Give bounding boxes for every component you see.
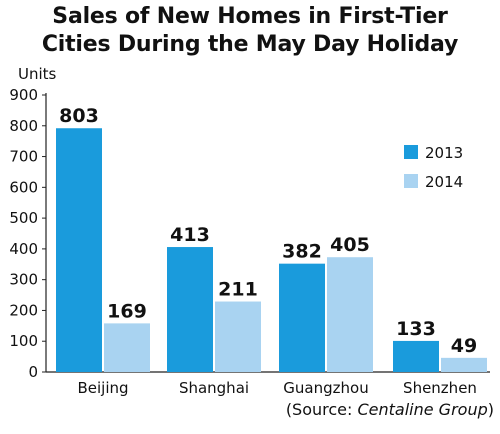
x-category-label: Shenzhen (403, 379, 477, 397)
bar-value-label: 405 (330, 234, 370, 256)
x-category-label: Shanghai (179, 379, 249, 397)
x-category-label: Guangzhou (283, 379, 368, 397)
source-name: Centaline Group (357, 400, 488, 419)
x-category-label: Beijing (77, 379, 128, 397)
y-tick-label: 0 (28, 363, 38, 381)
y-tick-label: 600 (9, 178, 38, 196)
legend-swatch-2014 (404, 174, 418, 188)
bar-value-label: 133 (396, 318, 436, 340)
chart-title-line-2: Cities During the May Day Holiday (41, 32, 459, 57)
y-tick-label: 300 (9, 271, 38, 289)
bar-value-label: 211 (218, 279, 258, 301)
bar-2014-shenzhen (441, 357, 487, 372)
y-tick-label: 400 (9, 240, 38, 258)
bar-2014-beijing (104, 323, 150, 372)
bar-value-label: 169 (107, 300, 147, 322)
bar-2014-guangzhou (327, 257, 373, 372)
source-suffix: ) (487, 400, 494, 419)
y-tick-label: 700 (9, 148, 38, 166)
bar-value-label: 49 (451, 335, 477, 357)
bar-2014-shanghai (215, 301, 261, 372)
legend-swatch-2013 (404, 145, 418, 159)
bar-value-label: 382 (282, 241, 322, 263)
legend-label: 2013 (425, 144, 463, 162)
bar-2013-beijing (56, 128, 102, 372)
bar-2013-guangzhou (279, 263, 325, 372)
bar-2013-shanghai (167, 247, 213, 372)
chart-title-line-1: Sales of New Homes in First-Tier (52, 4, 448, 29)
legend-label: 2014 (425, 173, 463, 191)
bar-2013-shenzhen (393, 340, 439, 372)
y-tick-label: 500 (9, 209, 38, 227)
bar-value-label: 413 (170, 224, 210, 246)
source-prefix: (Source: (285, 400, 358, 419)
y-axis-label: Units (18, 65, 57, 83)
y-tick-label: 800 (9, 117, 38, 135)
y-tick-label: 200 (9, 301, 38, 319)
y-tick-label: 100 (9, 332, 38, 350)
source-note: (Source: Centaline Group) (286, 400, 494, 419)
y-tick-label: 900 (9, 86, 38, 104)
bar-value-label: 803 (59, 105, 99, 127)
